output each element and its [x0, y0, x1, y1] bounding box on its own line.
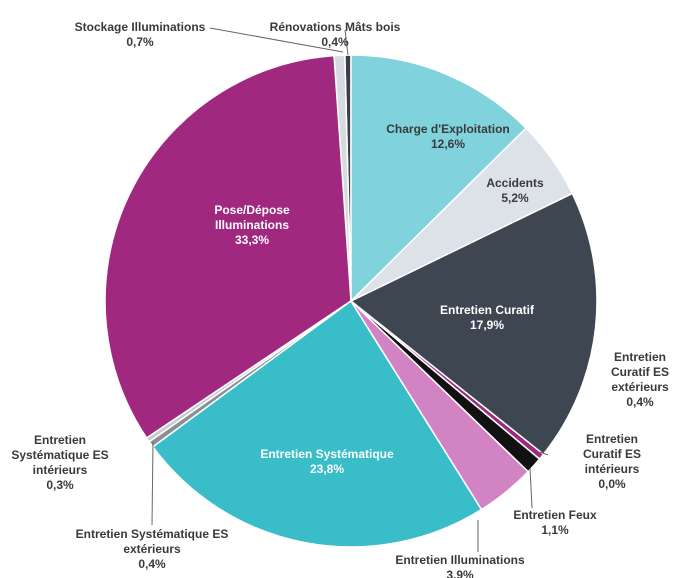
slice-name: Rénovations Mâts bois	[269, 20, 401, 34]
slice-name: Entretien Curatif ES intérieurs	[582, 432, 641, 476]
pie-slice	[350, 54, 528, 303]
slice-label: Entretien Systématique ES intérieurs 0,3%	[5, 433, 115, 493]
slice-value: 0,4%	[138, 557, 166, 571]
slice-name: Entretien Systématique	[260, 447, 394, 461]
slice-name: Entretien Feux	[513, 508, 597, 522]
pie-slice	[349, 192, 598, 456]
slice-name: Charge d'Exploitation	[386, 122, 510, 136]
slice-label: Entretien Systématique 23,8%	[242, 447, 412, 477]
pie-slice	[104, 54, 352, 440]
slice-label: Rénovations Mâts bois 0,4%	[260, 20, 410, 50]
slice-name: Accidents	[486, 176, 544, 190]
slice-name: Entretien Curatif ES extérieurs	[610, 350, 669, 394]
slice-label: Entretien Curatif 17,9%	[427, 303, 547, 333]
slice-label: Stockage Illuminations 0,7%	[60, 20, 220, 50]
slice-value: 0,4%	[626, 395, 654, 409]
slice-value: 12,6%	[430, 137, 466, 151]
leader-line	[539, 451, 549, 456]
slice-label: Entretien Curatif ES intérieurs 0,0%	[572, 432, 652, 492]
pie-slice	[151, 299, 483, 548]
leader-line	[529, 467, 533, 509]
slice-label: Entretien Illuminations 3,9%	[375, 553, 545, 578]
slice-value: 17,9%	[469, 318, 505, 332]
slice-value: 0,7%	[126, 35, 154, 49]
slice-label: Charge d'Exploitation 12,6%	[378, 122, 518, 152]
slice-value: 0,3%	[46, 478, 74, 492]
slice-label: Accidents 5,2%	[475, 176, 555, 206]
slice-name: Entretien Systématique ES extérieurs	[75, 527, 229, 556]
slice-value: 33,3%	[234, 233, 270, 247]
slice-label: Entretien Systématique ES extérieurs 0,4%	[72, 527, 232, 572]
slice-name: Entretien Systématique ES intérieurs	[11, 433, 109, 477]
slice-value: 23,8%	[309, 462, 345, 476]
leader-line	[151, 441, 154, 526]
slice-name: Entretien Illuminations	[395, 553, 525, 567]
leader-lines	[151, 27, 549, 552]
slice-value: 5,2%	[501, 191, 529, 205]
slice-value: 0,0%	[598, 477, 626, 491]
leader-line	[344, 29, 349, 56]
slice-label: Entretien Curatif ES extérieurs 0,4%	[600, 350, 673, 410]
slice-label: Entretien Feux 1,1%	[500, 508, 610, 538]
slice-name: Entretien Curatif	[439, 303, 534, 317]
slice-name: Stockage Illuminations	[74, 20, 206, 34]
slice-value: 3,9%	[446, 568, 474, 578]
slice-label: Pose/Dépose Illuminations 33,3%	[197, 203, 307, 248]
slice-name: Pose/Dépose Illuminations	[214, 203, 290, 232]
leader-line	[209, 27, 344, 53]
slice-value: 0,4%	[321, 35, 349, 49]
slice-value: 1,1%	[541, 523, 569, 537]
